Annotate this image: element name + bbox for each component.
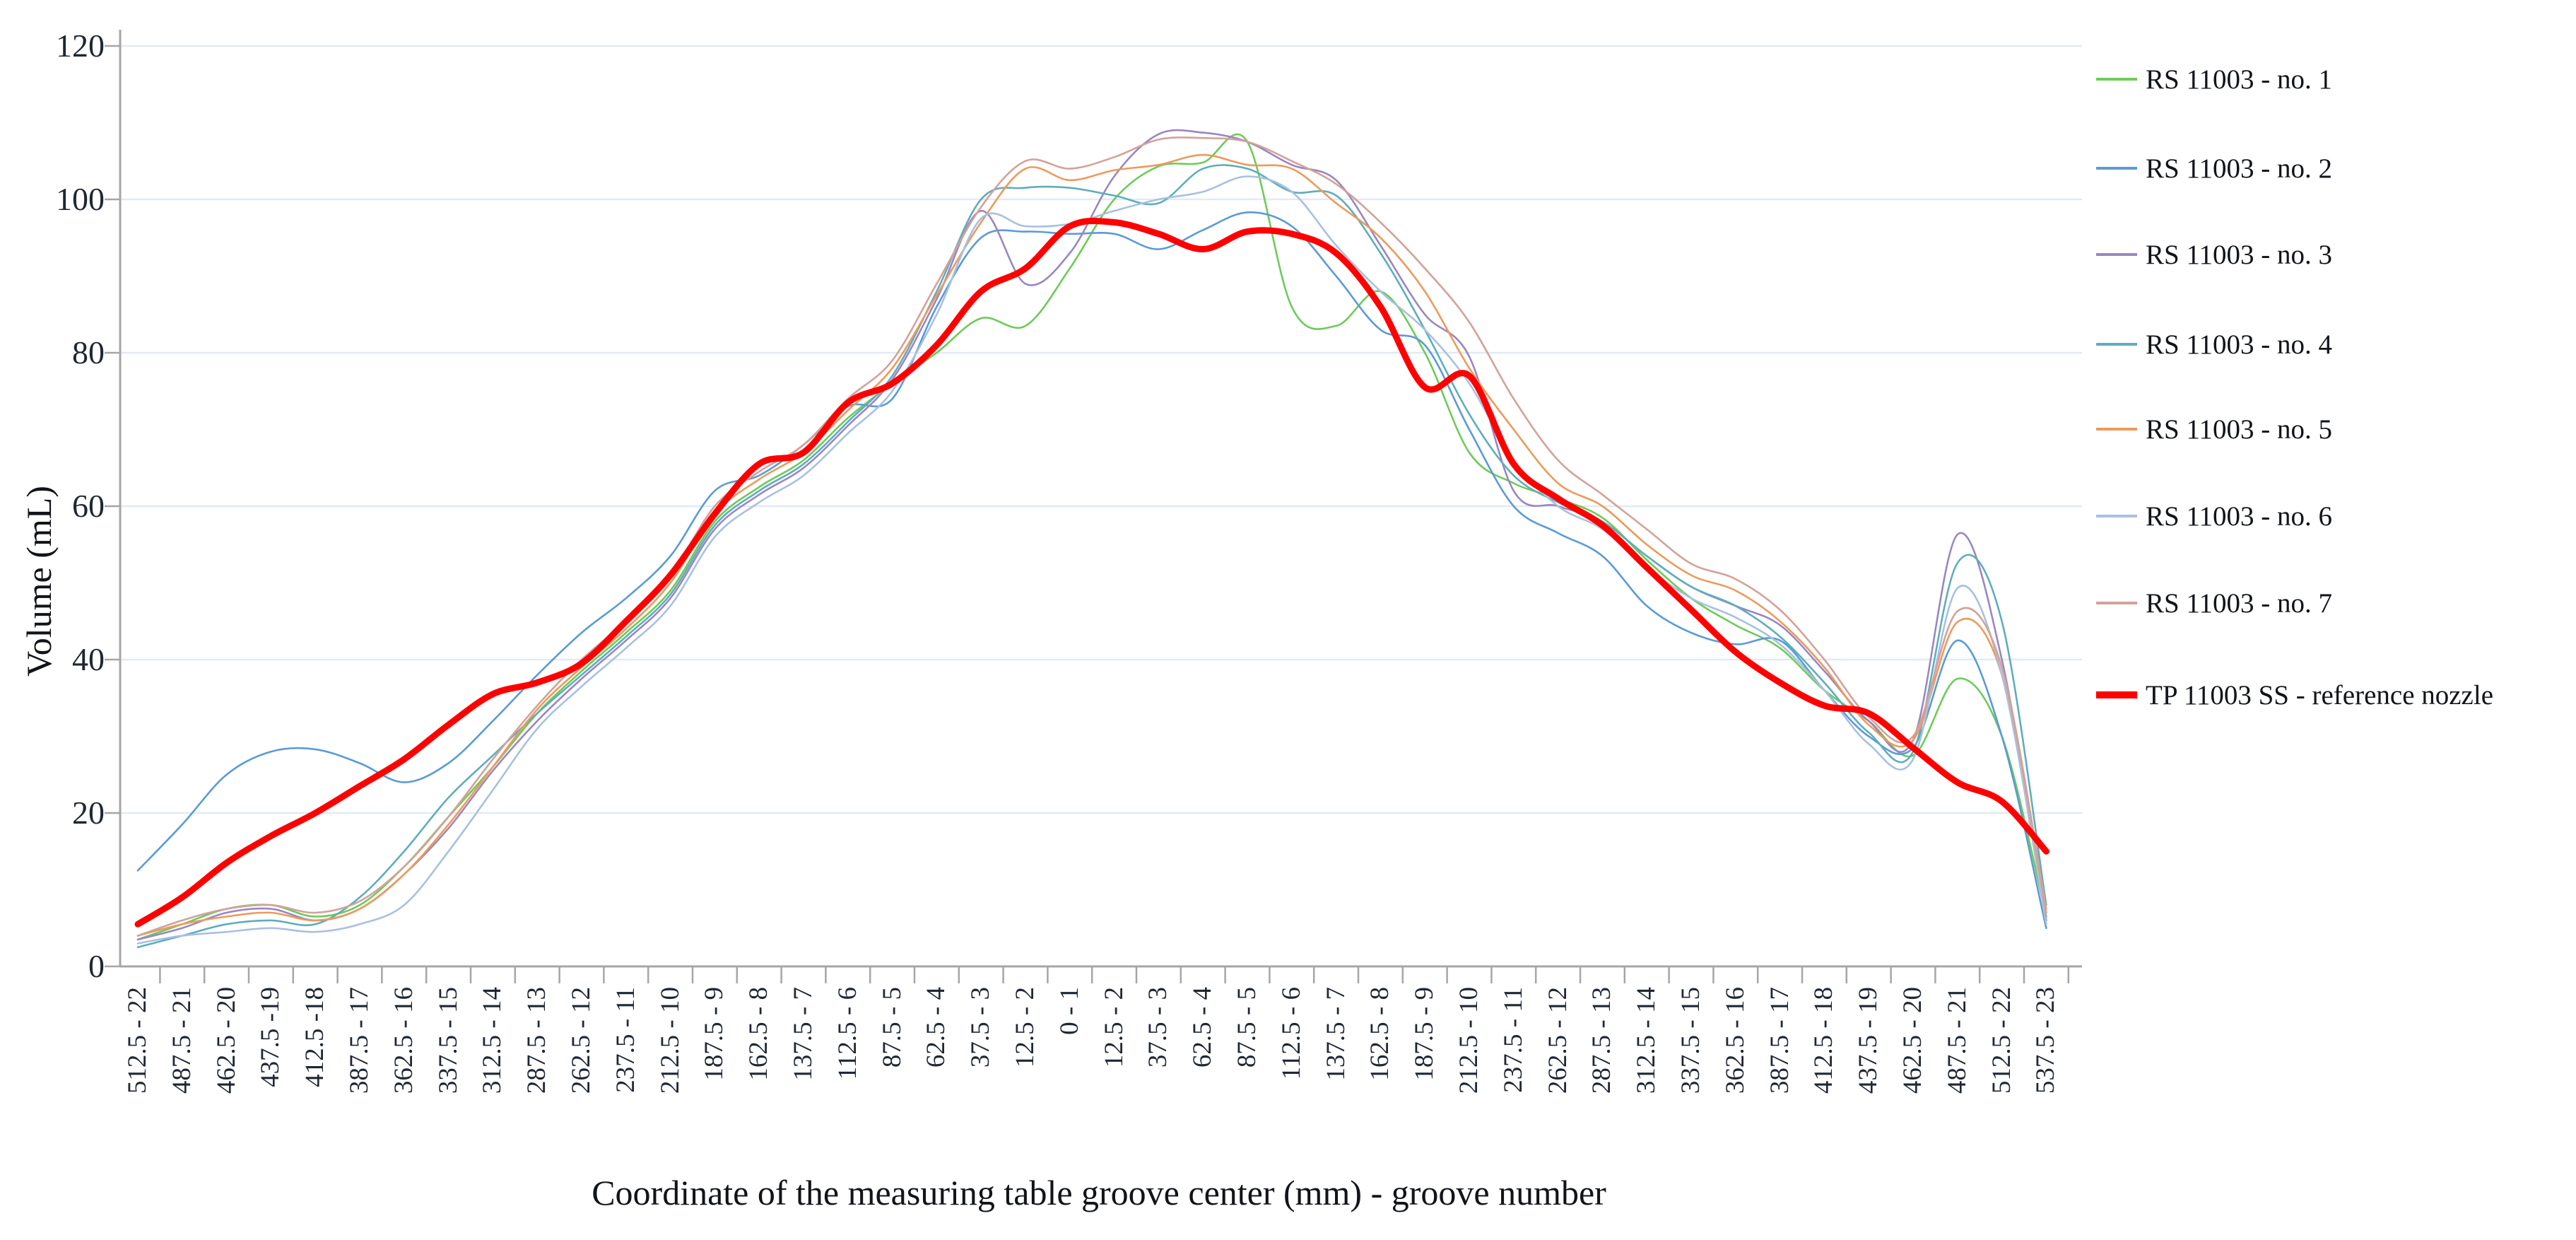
y-tick-label: 60 <box>72 488 105 524</box>
legend-line-swatch <box>2096 602 2137 604</box>
legend-item: RS 11003 - no. 7 <box>2096 583 2332 623</box>
series-line-rs-11003-no-4 <box>136 164 2047 949</box>
legend-line-swatch <box>2096 343 2137 346</box>
x-tick-label: 187.5 - 9 <box>1410 987 1440 1081</box>
y-tick-label: 80 <box>72 334 105 370</box>
x-tick-label: 487.5 - 21 <box>1942 987 1972 1094</box>
x-tick-label: 212.5 - 10 <box>1454 987 1483 1094</box>
y-tick-label: 40 <box>72 641 105 677</box>
x-tick-label: 0 - 1 <box>1054 987 1084 1035</box>
legend-line-swatch <box>2096 167 2137 170</box>
x-tick-label: 387.5 - 17 <box>345 987 374 1094</box>
x-tick-label: 87.5 - 5 <box>877 987 907 1068</box>
x-tick-label: 137.5 - 7 <box>789 987 818 1081</box>
x-tick-label: 112.5 - 6 <box>833 987 862 1080</box>
x-tick-label: 62.5 - 4 <box>1188 987 1218 1068</box>
x-tick-label: 312.5 - 14 <box>1632 987 1662 1094</box>
legend-label: RS 11003 - no. 2 <box>2146 153 2332 184</box>
x-tick-label: 387.5 - 17 <box>1765 987 1794 1094</box>
legend-line-swatch <box>2096 78 2137 81</box>
series-line-rs-11003-no-1 <box>136 133 2047 941</box>
x-tick-label: 162.5 - 8 <box>1365 987 1395 1081</box>
x-tick-label: 37.5 - 3 <box>966 987 996 1068</box>
x-tick-label: 337.5 - 15 <box>1676 987 1705 1094</box>
x-tick-label: 437.5 - 19 <box>1854 987 1883 1094</box>
x-tick-label: 462.5 - 20 <box>211 987 241 1094</box>
x-tick-label: 537.5 - 23 <box>2031 987 2061 1094</box>
y-tick-label: 120 <box>56 28 105 64</box>
legend-label: RS 11003 - no. 7 <box>2146 587 2332 619</box>
x-axis-title: Coordinate of the measuring table groove… <box>592 1173 1606 1212</box>
legend-item: RS 11003 - no. 3 <box>2096 235 2332 274</box>
x-tick-label: 12.5 - 2 <box>1011 987 1040 1068</box>
legend-item: RS 11003 - no. 1 <box>2096 59 2332 99</box>
x-tick-label: 212.5 - 10 <box>655 987 685 1094</box>
y-tick-label: 100 <box>56 181 105 217</box>
x-tick-label: 287.5 - 13 <box>522 987 552 1094</box>
legend-item: RS 11003 - no. 5 <box>2096 409 2332 449</box>
x-tick-label: 412.5 -18 <box>300 987 330 1087</box>
x-tick-label: 12.5 - 2 <box>1099 987 1129 1068</box>
x-tick-label: 262.5 - 12 <box>1543 987 1572 1094</box>
plot-area <box>105 30 2082 983</box>
legend-label: TP 11003 SS - reference nozzle <box>2146 679 2494 710</box>
legend-item: RS 11003 - no. 4 <box>2096 324 2332 364</box>
y-tick-label: 20 <box>72 795 105 831</box>
x-tick-label: 137.5 - 7 <box>1321 987 1351 1081</box>
x-tick-label: 312.5 - 14 <box>478 987 507 1094</box>
x-tick-label: 262.5 - 12 <box>567 987 596 1094</box>
x-tick-label: 237.5 - 11 <box>1498 987 1528 1093</box>
y-tick-label: 0 <box>88 948 105 984</box>
x-tick-label: 487.5 - 21 <box>167 987 196 1094</box>
x-tick-label: 437.5 -19 <box>256 987 286 1087</box>
x-tick-label: 512.5 - 22 <box>123 987 152 1094</box>
legend-label: RS 11003 - no. 6 <box>2146 501 2332 532</box>
x-tick-label: 512.5 - 22 <box>1987 987 2016 1094</box>
series-line-rs-11003-no-3 <box>136 129 2047 941</box>
x-tick-label: 412.5 - 18 <box>1809 987 1839 1094</box>
legend-line-swatch <box>2096 428 2137 431</box>
x-tick-label: 362.5 - 16 <box>389 987 418 1094</box>
legend-item: RS 11003 - no. 2 <box>2096 148 2332 188</box>
series-line-tp-11003-ss-reference-nozzle <box>134 217 2049 928</box>
x-tick-label: 362.5 - 16 <box>1720 987 1750 1094</box>
series-line-rs-11003-no-7 <box>136 136 2047 937</box>
legend-line-swatch <box>2096 253 2137 256</box>
legend-item: RS 11003 - no. 6 <box>2096 496 2332 536</box>
x-tick-label: 187.5 - 9 <box>700 987 729 1081</box>
legend-label: RS 11003 - no. 1 <box>2146 64 2332 95</box>
x-tick-label: 337.5 - 15 <box>433 987 463 1094</box>
x-tick-label: 87.5 - 5 <box>1233 987 1261 1068</box>
legend-line-swatch <box>2096 691 2137 698</box>
legend-label: RS 11003 - no. 4 <box>2146 329 2332 360</box>
x-tick-label: 37.5 - 3 <box>1143 987 1173 1068</box>
x-tick-label: 287.5 - 13 <box>1587 987 1617 1094</box>
x-tick-label: 112.5 - 6 <box>1276 987 1306 1080</box>
series-line-rs-11003-no-2 <box>136 211 2047 930</box>
x-tick-label: 62.5 - 4 <box>922 987 951 1068</box>
x-tick-label: 237.5 - 11 <box>611 987 640 1093</box>
series-line-rs-11003-no-6 <box>136 175 2047 944</box>
series-line-rs-11003-no-5 <box>136 153 2047 937</box>
x-tick-label: 462.5 - 20 <box>1898 987 1927 1094</box>
legend-item: TP 11003 SS - reference nozzle <box>2096 675 2493 715</box>
legend-line-swatch <box>2096 515 2137 517</box>
legend-label: RS 11003 - no. 3 <box>2146 239 2332 270</box>
legend-label: RS 11003 - no. 5 <box>2146 414 2332 445</box>
x-tick-label: 162.5 - 8 <box>744 987 774 1081</box>
